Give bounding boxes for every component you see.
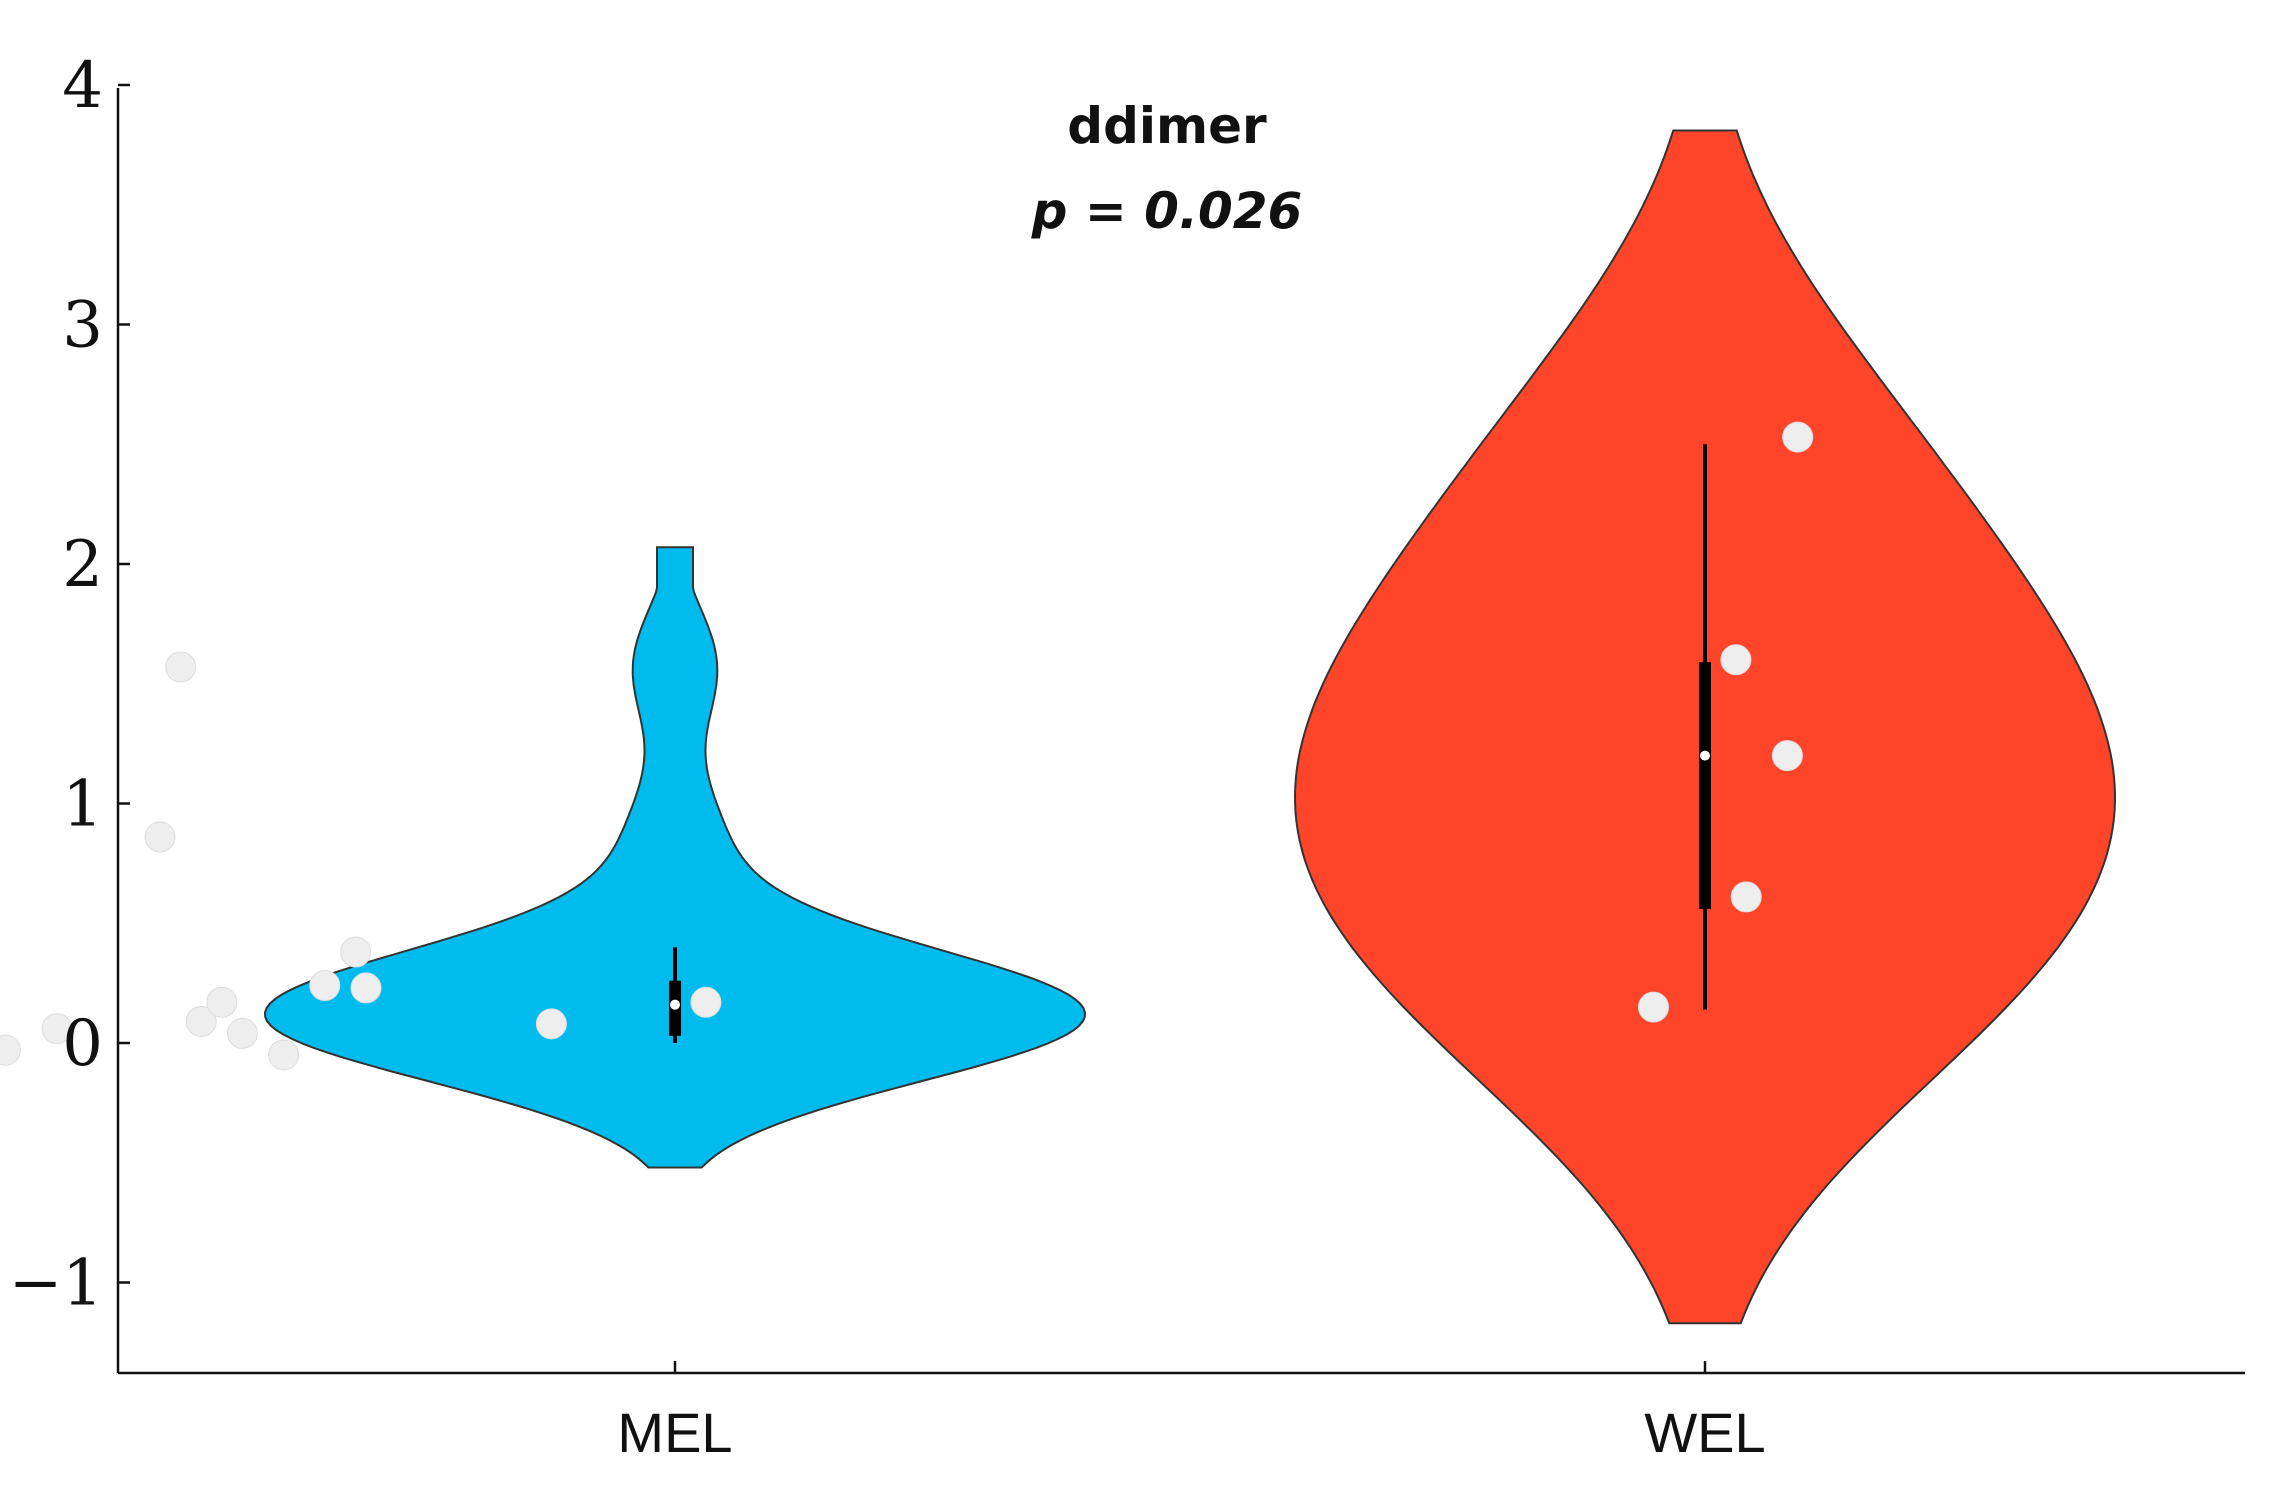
box-markers	[669, 444, 1711, 1043]
data-point	[1782, 421, 1814, 453]
data-point	[1638, 991, 1669, 1023]
chart-title: ddimer	[1067, 97, 1267, 155]
axes	[116, 88, 2245, 1375]
median-marker-wel	[1700, 750, 1710, 761]
iqr-box-wel	[1699, 662, 1711, 909]
data-point	[1720, 644, 1752, 676]
data-point	[165, 651, 197, 683]
data-point	[144, 821, 176, 853]
x-tick-label-mel: MEL	[617, 1401, 732, 1464]
data-point	[340, 936, 372, 968]
y-tick-label: −1	[9, 1247, 103, 1321]
data-point	[535, 1008, 567, 1040]
violin-mel	[263, 546, 1087, 1169]
data-point	[268, 1039, 300, 1071]
y-tick-label: 4	[62, 49, 103, 123]
median-marker-mel	[670, 999, 680, 1010]
data-point	[41, 1013, 73, 1045]
data-points	[0, 421, 1814, 1071]
data-point	[309, 970, 341, 1002]
chart-subtitle: p = 0.026	[1031, 182, 1303, 240]
data-point	[1730, 881, 1762, 913]
data-point	[350, 972, 382, 1004]
y-tick-label: 3	[62, 289, 103, 363]
y-tick-label: 0	[62, 1007, 103, 1081]
data-point	[226, 1017, 258, 1049]
violins	[263, 129, 2117, 1325]
data-point	[0, 1034, 21, 1066]
data-point	[206, 986, 238, 1018]
data-point	[185, 1005, 217, 1037]
x-ticks: MEL WEL	[617, 1361, 1766, 1464]
data-point	[690, 986, 722, 1018]
y-tick-label: 2	[62, 528, 103, 602]
y-tick-label: 1	[62, 768, 103, 842]
data-point	[1771, 740, 1803, 772]
x-tick-label-wel: WEL	[1644, 1401, 1765, 1464]
y-ticks: −1 0 1 2 3 4	[9, 49, 130, 1321]
